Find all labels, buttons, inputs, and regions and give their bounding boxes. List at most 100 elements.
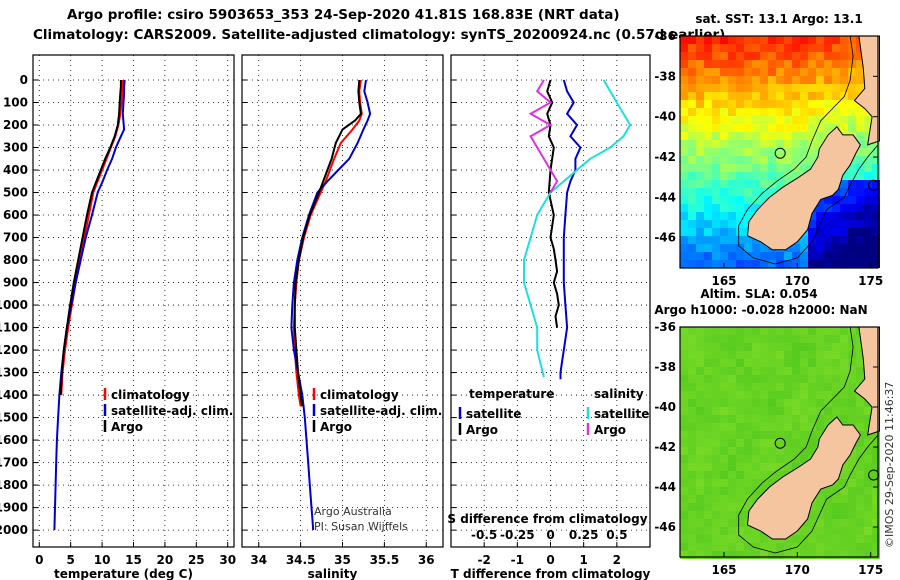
heat-cell: [824, 220, 832, 228]
heat-cell: [728, 527, 736, 535]
heat-cell: [808, 439, 816, 447]
heat-cell: [760, 164, 768, 172]
heat-cell: [776, 116, 784, 124]
heat-cell: [824, 108, 832, 116]
heat-cell: [744, 487, 752, 495]
heat-cell: [752, 172, 760, 180]
heat-cell: [736, 148, 744, 156]
heat-cell: [728, 487, 736, 495]
heat-cell: [792, 140, 800, 148]
heat-cell: [800, 343, 808, 351]
heat-cell: [744, 535, 752, 543]
heat-cell: [768, 431, 776, 439]
heat-cell: [816, 108, 824, 116]
heat-cell: [808, 343, 816, 351]
heat-cell: [840, 551, 848, 559]
heat-cell: [840, 124, 848, 132]
heat-cell: [712, 52, 720, 60]
heat-cell: [832, 244, 840, 252]
heat-cell: [784, 252, 792, 260]
sla-map-panel: 165 170 175 -36 -38 -40 -42 -44 -46 Altim. SLA: 0…: [654, 287, 883, 577]
heat-cell: [848, 503, 856, 511]
heat-cell: [696, 92, 704, 100]
heat-cell: [848, 495, 856, 503]
heat-cell: [688, 164, 696, 172]
heat-cell: [848, 244, 856, 252]
heat-cell: [728, 100, 736, 108]
heat-cell: [832, 52, 840, 60]
heat-cell: [704, 359, 712, 367]
heat-cell: [768, 60, 776, 68]
heat-cell: [776, 124, 784, 132]
heat-cell: [816, 60, 824, 68]
heat-cell: [872, 228, 880, 236]
heat-cell: [736, 335, 744, 343]
heat-cell: [816, 375, 824, 383]
heat-cell: [688, 455, 696, 463]
heat-cell: [728, 479, 736, 487]
x-tick-label: 0: [35, 553, 43, 567]
heat-cell: [792, 92, 800, 100]
heat-cell: [728, 511, 736, 519]
heat-cell: [792, 391, 800, 399]
heat-cell: [752, 527, 760, 535]
heat-cell: [704, 383, 712, 391]
heat-cell: [840, 375, 848, 383]
heat-cell: [840, 391, 848, 399]
heat-cell: [688, 447, 696, 455]
x-tick-label: 10: [94, 553, 111, 567]
heat-cell: [704, 156, 712, 164]
heat-cell: [816, 551, 824, 559]
heat-cell: [856, 260, 864, 268]
heat-cell: [856, 84, 864, 92]
argo-float-marker: [774, 147, 786, 159]
heat-cell: [752, 116, 760, 124]
heat-cell: [728, 212, 736, 220]
heat-cell: [736, 487, 744, 495]
heat-cell: [872, 543, 880, 551]
heat-cell: [824, 92, 832, 100]
heat-cell: [680, 327, 688, 335]
heat-cell: [728, 52, 736, 60]
heat-cell: [712, 236, 720, 244]
heat-cell: [712, 511, 720, 519]
heat-cell: [760, 367, 768, 375]
heat-cell: [744, 455, 752, 463]
heat-cell: [736, 212, 744, 220]
map-frame: [679, 326, 879, 558]
heat-cell: [736, 407, 744, 415]
heat-cell: [864, 172, 872, 180]
heat-cell: [792, 423, 800, 431]
heat-cell: [784, 439, 792, 447]
heat-cell: [744, 439, 752, 447]
heat-cell: [848, 479, 856, 487]
heat-cell: [696, 503, 704, 511]
heat-cell: [816, 543, 824, 551]
heat-cell: [688, 76, 696, 84]
heat-cell: [824, 551, 832, 559]
heat-cell: [792, 260, 800, 268]
heat-cell: [864, 236, 872, 244]
heat-cell: [720, 156, 728, 164]
heat-cell: [760, 36, 768, 44]
heat-cell: [856, 343, 864, 351]
heat-cell: [864, 455, 872, 463]
heat-cell: [696, 423, 704, 431]
heat-cell: [680, 76, 688, 84]
heat-cell: [816, 84, 824, 92]
heat-cell: [704, 236, 712, 244]
heat-cell: [840, 415, 848, 423]
heat-cell: [704, 367, 712, 375]
heat-cell: [704, 68, 712, 76]
heat-cell: [808, 543, 816, 551]
heat-cell: [784, 463, 792, 471]
heat-cell: [832, 60, 840, 68]
heat-cell: [856, 439, 864, 447]
heat-cell: [832, 36, 840, 44]
heat-cell: [832, 503, 840, 511]
heat-cell: [760, 407, 768, 415]
heat-cell: [704, 52, 712, 60]
heat-cell: [704, 431, 712, 439]
heat-cell: [848, 415, 856, 423]
heat-cell: [712, 244, 720, 252]
